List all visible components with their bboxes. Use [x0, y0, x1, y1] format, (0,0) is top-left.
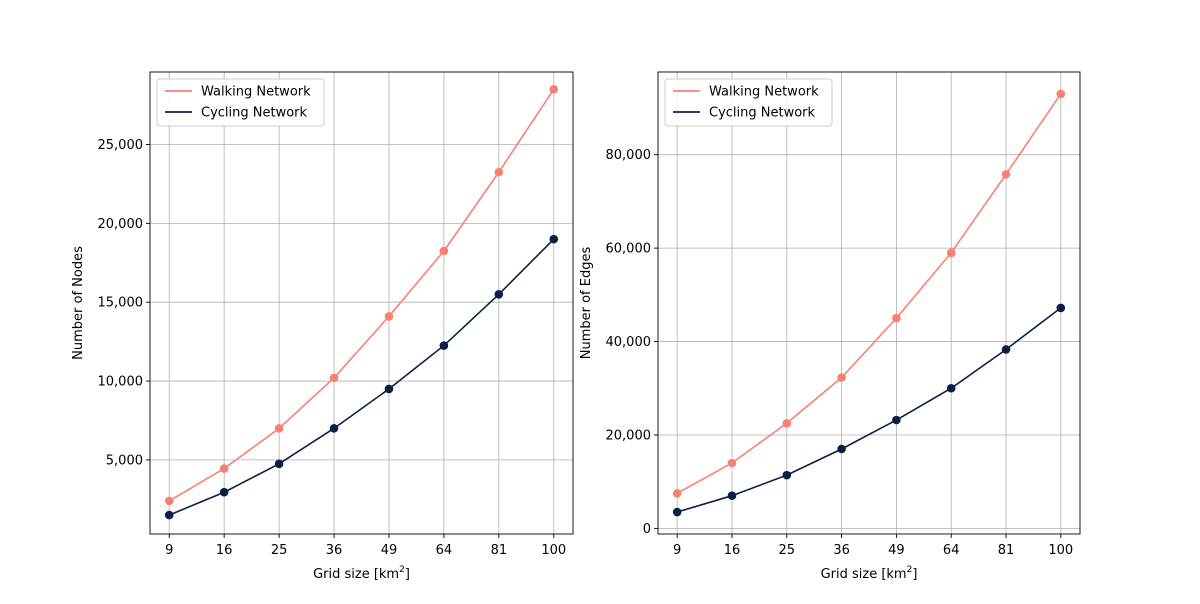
data-point	[782, 470, 792, 480]
data-point	[1001, 170, 1011, 179]
legend: Walking Network Cycling Network	[156, 78, 325, 127]
data-point	[384, 312, 394, 321]
data-point	[892, 313, 901, 323]
y-tick-label: 15,000	[98, 296, 144, 311]
x-tick-label: 25	[271, 543, 288, 558]
data-point	[329, 373, 339, 383]
data-point	[1001, 345, 1011, 354]
y-tick-label: 20,000	[98, 217, 144, 232]
series-line-cycling	[676, 307, 1062, 513]
x-axis-label-text: Grid size [km	[313, 567, 399, 582]
x-tick-label: 49	[381, 543, 398, 558]
x-tick-label: 36	[326, 543, 343, 558]
data-point	[782, 418, 792, 428]
data-point	[164, 510, 174, 520]
data-point	[439, 246, 449, 256]
x-axis-label-sup: 2	[907, 565, 913, 575]
legend: Walking Network Cycling Network	[664, 78, 833, 127]
legend-label: Walking Network	[201, 85, 311, 100]
data-point	[727, 491, 737, 500]
data-point	[892, 415, 901, 425]
legend-box	[156, 78, 325, 127]
x-tick-label: 9	[673, 543, 681, 558]
x-tick-label: 36	[833, 543, 850, 558]
y-tick-label: 10,000	[98, 375, 144, 390]
y-tick-label: 0	[643, 522, 651, 537]
y-tick-label: 5,000	[106, 453, 143, 468]
x-tick-label: 9	[165, 543, 173, 558]
x-tick-label: 81	[998, 543, 1015, 558]
series-line-walking	[676, 93, 1062, 495]
x-axis-label: Grid size [km2]	[313, 565, 410, 582]
x-axis-label-end: ]	[912, 567, 917, 582]
x-tick-label: 64	[436, 543, 453, 558]
x-axis-label-sup: 2	[399, 565, 405, 575]
y-tick-label: 80,000	[606, 148, 652, 163]
x-axis-label-text: Grid size [km	[821, 567, 907, 582]
legend-label: Cycling Network	[709, 106, 816, 121]
data-point	[164, 496, 174, 506]
data-point	[837, 444, 846, 454]
data-point	[219, 464, 229, 473]
data-point	[494, 167, 504, 177]
y-axis-label: Number of Edges	[579, 247, 594, 360]
plot-frame	[149, 71, 574, 535]
legend-label: Walking Network	[709, 85, 819, 100]
x-tick-label: 16	[724, 543, 741, 558]
legend-box	[664, 78, 833, 127]
data-point	[837, 373, 846, 382]
data-point	[549, 85, 559, 94]
data-point	[1056, 303, 1066, 313]
x-tick-label: 100	[1048, 543, 1073, 558]
chart-panel-1: 9 16 25 36 49 64 81 100 5,000 10,000 15,000 20,000 2…	[71, 71, 574, 582]
data-point	[1056, 89, 1066, 99]
series-line-walking	[168, 88, 555, 502]
data-point	[672, 507, 682, 517]
x-tick-label: 16	[216, 543, 233, 558]
x-axis-label-end: ]	[405, 567, 410, 582]
y-tick-label: 25,000	[98, 138, 144, 153]
y-axis-label: Number of Nodes	[71, 246, 86, 360]
series-line-cycling	[168, 238, 555, 516]
legend-label: Cycling Network	[201, 106, 308, 121]
data-point	[549, 234, 559, 244]
data-point	[329, 424, 339, 433]
data-point	[274, 459, 284, 469]
y-tick-label: 60,000	[606, 242, 652, 257]
data-point	[946, 248, 956, 258]
data-point	[384, 384, 394, 394]
x-tick-label: 64	[943, 543, 960, 558]
chart-panel-2: 9 16 25 36 49 64 81 100 0 20,000 40,000 60,000 80,00…	[579, 71, 1081, 582]
data-point	[727, 458, 737, 468]
x-tick-label: 81	[491, 543, 508, 558]
x-tick-label: 25	[779, 543, 796, 558]
x-axis-label: Grid size [km2]	[821, 565, 918, 582]
data-point	[439, 341, 449, 350]
y-tick-label: 20,000	[606, 428, 652, 443]
data-point	[274, 424, 284, 433]
data-point	[946, 383, 956, 393]
plot-frame	[657, 71, 1081, 535]
data-point	[494, 290, 504, 299]
x-tick-label: 100	[541, 543, 566, 558]
y-tick-label: 40,000	[606, 335, 652, 350]
data-point	[672, 489, 682, 498]
data-point	[219, 487, 229, 497]
x-tick-label: 49	[888, 543, 905, 558]
